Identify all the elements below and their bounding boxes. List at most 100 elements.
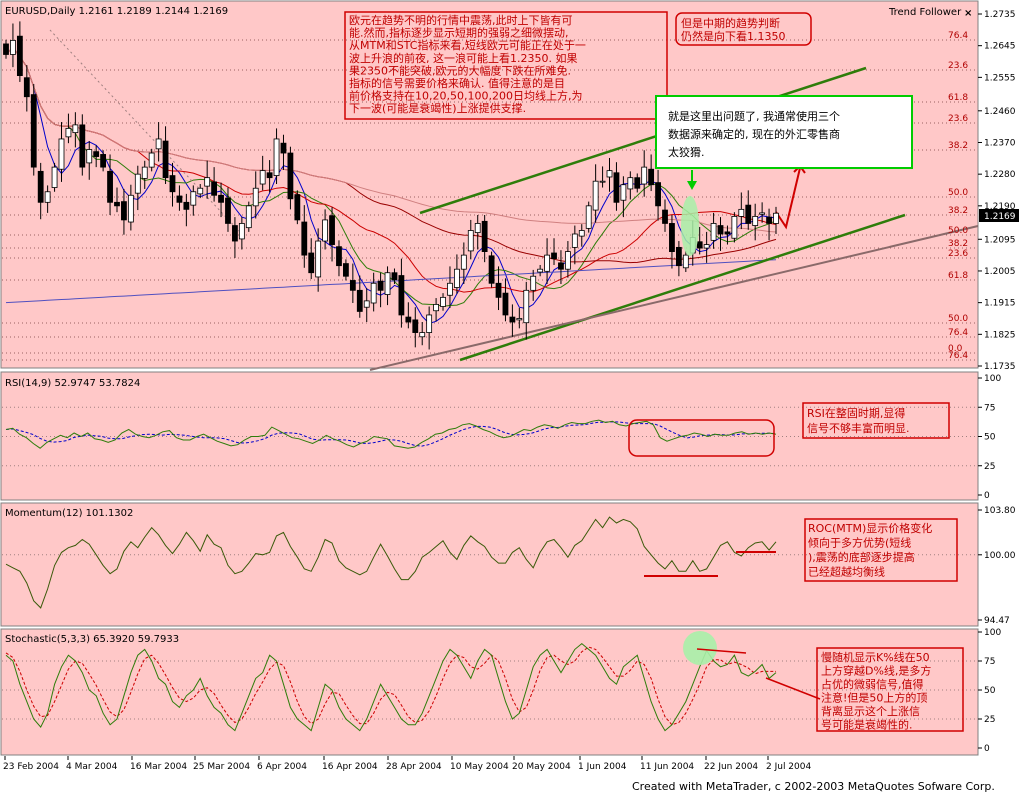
- candle-up: [474, 223, 481, 233]
- candle-down: [488, 255, 495, 284]
- candle-up: [273, 138, 280, 176]
- panel-tick-label: 94.47: [984, 616, 1010, 626]
- fib-label: 38.2: [948, 239, 968, 249]
- moving-averages: [5, 46, 777, 324]
- highlight-ellipse: [681, 196, 699, 256]
- candle-up: [738, 208, 745, 217]
- candle-down: [16, 35, 23, 76]
- candle-down: [301, 221, 308, 256]
- candle-up: [467, 230, 474, 252]
- candle-up: [127, 194, 134, 223]
- candle-up: [10, 40, 16, 55]
- candle-down: [162, 140, 169, 179]
- date-tick-label: 20 May 2004: [512, 762, 571, 772]
- candle-up: [447, 282, 453, 296]
- candle-down: [717, 225, 724, 235]
- current-price-badge: [979, 209, 1019, 222]
- stochastic-header: Stochastic(5,3,3) 65.3920 59.7933: [5, 634, 179, 645]
- candle-down: [266, 172, 273, 179]
- panel-tick-label: 50: [984, 686, 996, 696]
- candle-up: [530, 275, 537, 291]
- candle-up: [419, 332, 426, 338]
- upper-channel-line: [419, 66, 867, 215]
- price-axis: 1.2735 1.2645 1.2555 1.2460 1.2370 1.2280 1.21…: [978, 10, 1016, 754]
- candle-down: [287, 152, 294, 200]
- fib-label: 61.8: [948, 93, 968, 103]
- close-icon[interactable]: ×: [964, 8, 972, 19]
- panel-tick-label: 75: [984, 403, 995, 413]
- candle-up: [433, 303, 439, 312]
- candle-down: [662, 209, 668, 224]
- date-tick-label: 16 Mar 2004: [130, 762, 187, 772]
- main-price-panel[interactable]: [0, 0, 979, 369]
- panel-tick-label: 103.80: [984, 506, 1016, 516]
- momentum-header: Momentum(12) 101.1302: [5, 508, 133, 519]
- note-line: 但是中期的趋势判断: [681, 16, 780, 30]
- candle-up: [148, 152, 155, 168]
- price-tick-label: 1.2095: [984, 235, 1016, 245]
- rsi-panel[interactable]: [0, 371, 979, 501]
- fib-label: 76.4: [948, 328, 968, 338]
- date-tick-label: 4 Mar 2004: [66, 762, 118, 772]
- candle-up: [440, 296, 446, 307]
- note-line: 就是这里出问题了, 我通常使用三个: [668, 109, 840, 123]
- candle-down: [93, 151, 100, 157]
- note-line: 指标的信号需要价格来确认. 值得注意的是目: [349, 76, 565, 90]
- price-tick-label: 1.1825: [984, 330, 1016, 340]
- candle-down: [495, 282, 502, 298]
- candle-up: [759, 212, 766, 215]
- candle-up: [585, 205, 592, 229]
- date-tick-label: 22 Jun 2004: [704, 762, 758, 772]
- candle-up: [627, 177, 634, 190]
- candle-up: [44, 191, 51, 203]
- candle-up: [315, 240, 322, 278]
- candle-down: [675, 246, 682, 267]
- candle-down: [329, 215, 335, 245]
- panel-tick-label: 25: [984, 715, 995, 725]
- stoch-note-box: [816, 647, 964, 732]
- candle-up: [238, 223, 245, 240]
- candle-down: [356, 289, 363, 312]
- candle-down: [107, 170, 113, 203]
- problem-arrow-head: [687, 181, 697, 190]
- stochastic-panel[interactable]: [0, 628, 979, 756]
- panel-tick-label: 25: [984, 462, 995, 472]
- candle-up: [86, 149, 93, 164]
- main-header: EURUSD,Daily 1.2161 1.2189 1.2144 1.2169: [5, 6, 228, 17]
- long-support-line: [369, 225, 979, 371]
- candle-down: [502, 292, 509, 316]
- fib-label: 50.0: [948, 226, 968, 236]
- fib-label: 23.6: [948, 249, 968, 259]
- candle-up: [606, 170, 613, 178]
- candle-down: [3, 43, 9, 55]
- candle-up: [363, 300, 370, 308]
- candle-down: [724, 231, 731, 235]
- candle-up: [710, 223, 717, 241]
- candle-down: [398, 275, 405, 316]
- candle-up: [141, 166, 148, 179]
- candle-up: [752, 215, 759, 226]
- panel-tick-label: 50: [984, 433, 996, 443]
- candle-down: [211, 181, 218, 196]
- fib-label: 38.2: [948, 141, 968, 151]
- candle-down: [308, 252, 315, 274]
- price-tick-label: 1.2005: [984, 267, 1016, 277]
- indicator-lines: [5, 419, 777, 732]
- candle-up: [454, 268, 460, 288]
- candle-down: [391, 272, 398, 281]
- candle-up: [245, 205, 252, 229]
- panel-tick-label: 100: [984, 628, 1001, 638]
- momentum-panel[interactable]: [0, 502, 979, 627]
- fib-label: 23.6: [948, 114, 968, 124]
- fib-label: 76.4: [948, 351, 968, 361]
- stoch-cross-highlight: [683, 631, 717, 665]
- mid-term-note-box: [675, 12, 812, 46]
- note-line: 数据源来确定的, 现在的外汇零售商: [668, 127, 840, 141]
- fib-label: 76.4: [948, 31, 968, 41]
- candle-down: [745, 204, 752, 224]
- candle-down: [183, 201, 190, 210]
- rsi-note-box: [802, 402, 950, 439]
- price-tick-label: 1.2735: [984, 10, 1016, 20]
- note-line: 慢随机显示K%线在50: [821, 650, 930, 664]
